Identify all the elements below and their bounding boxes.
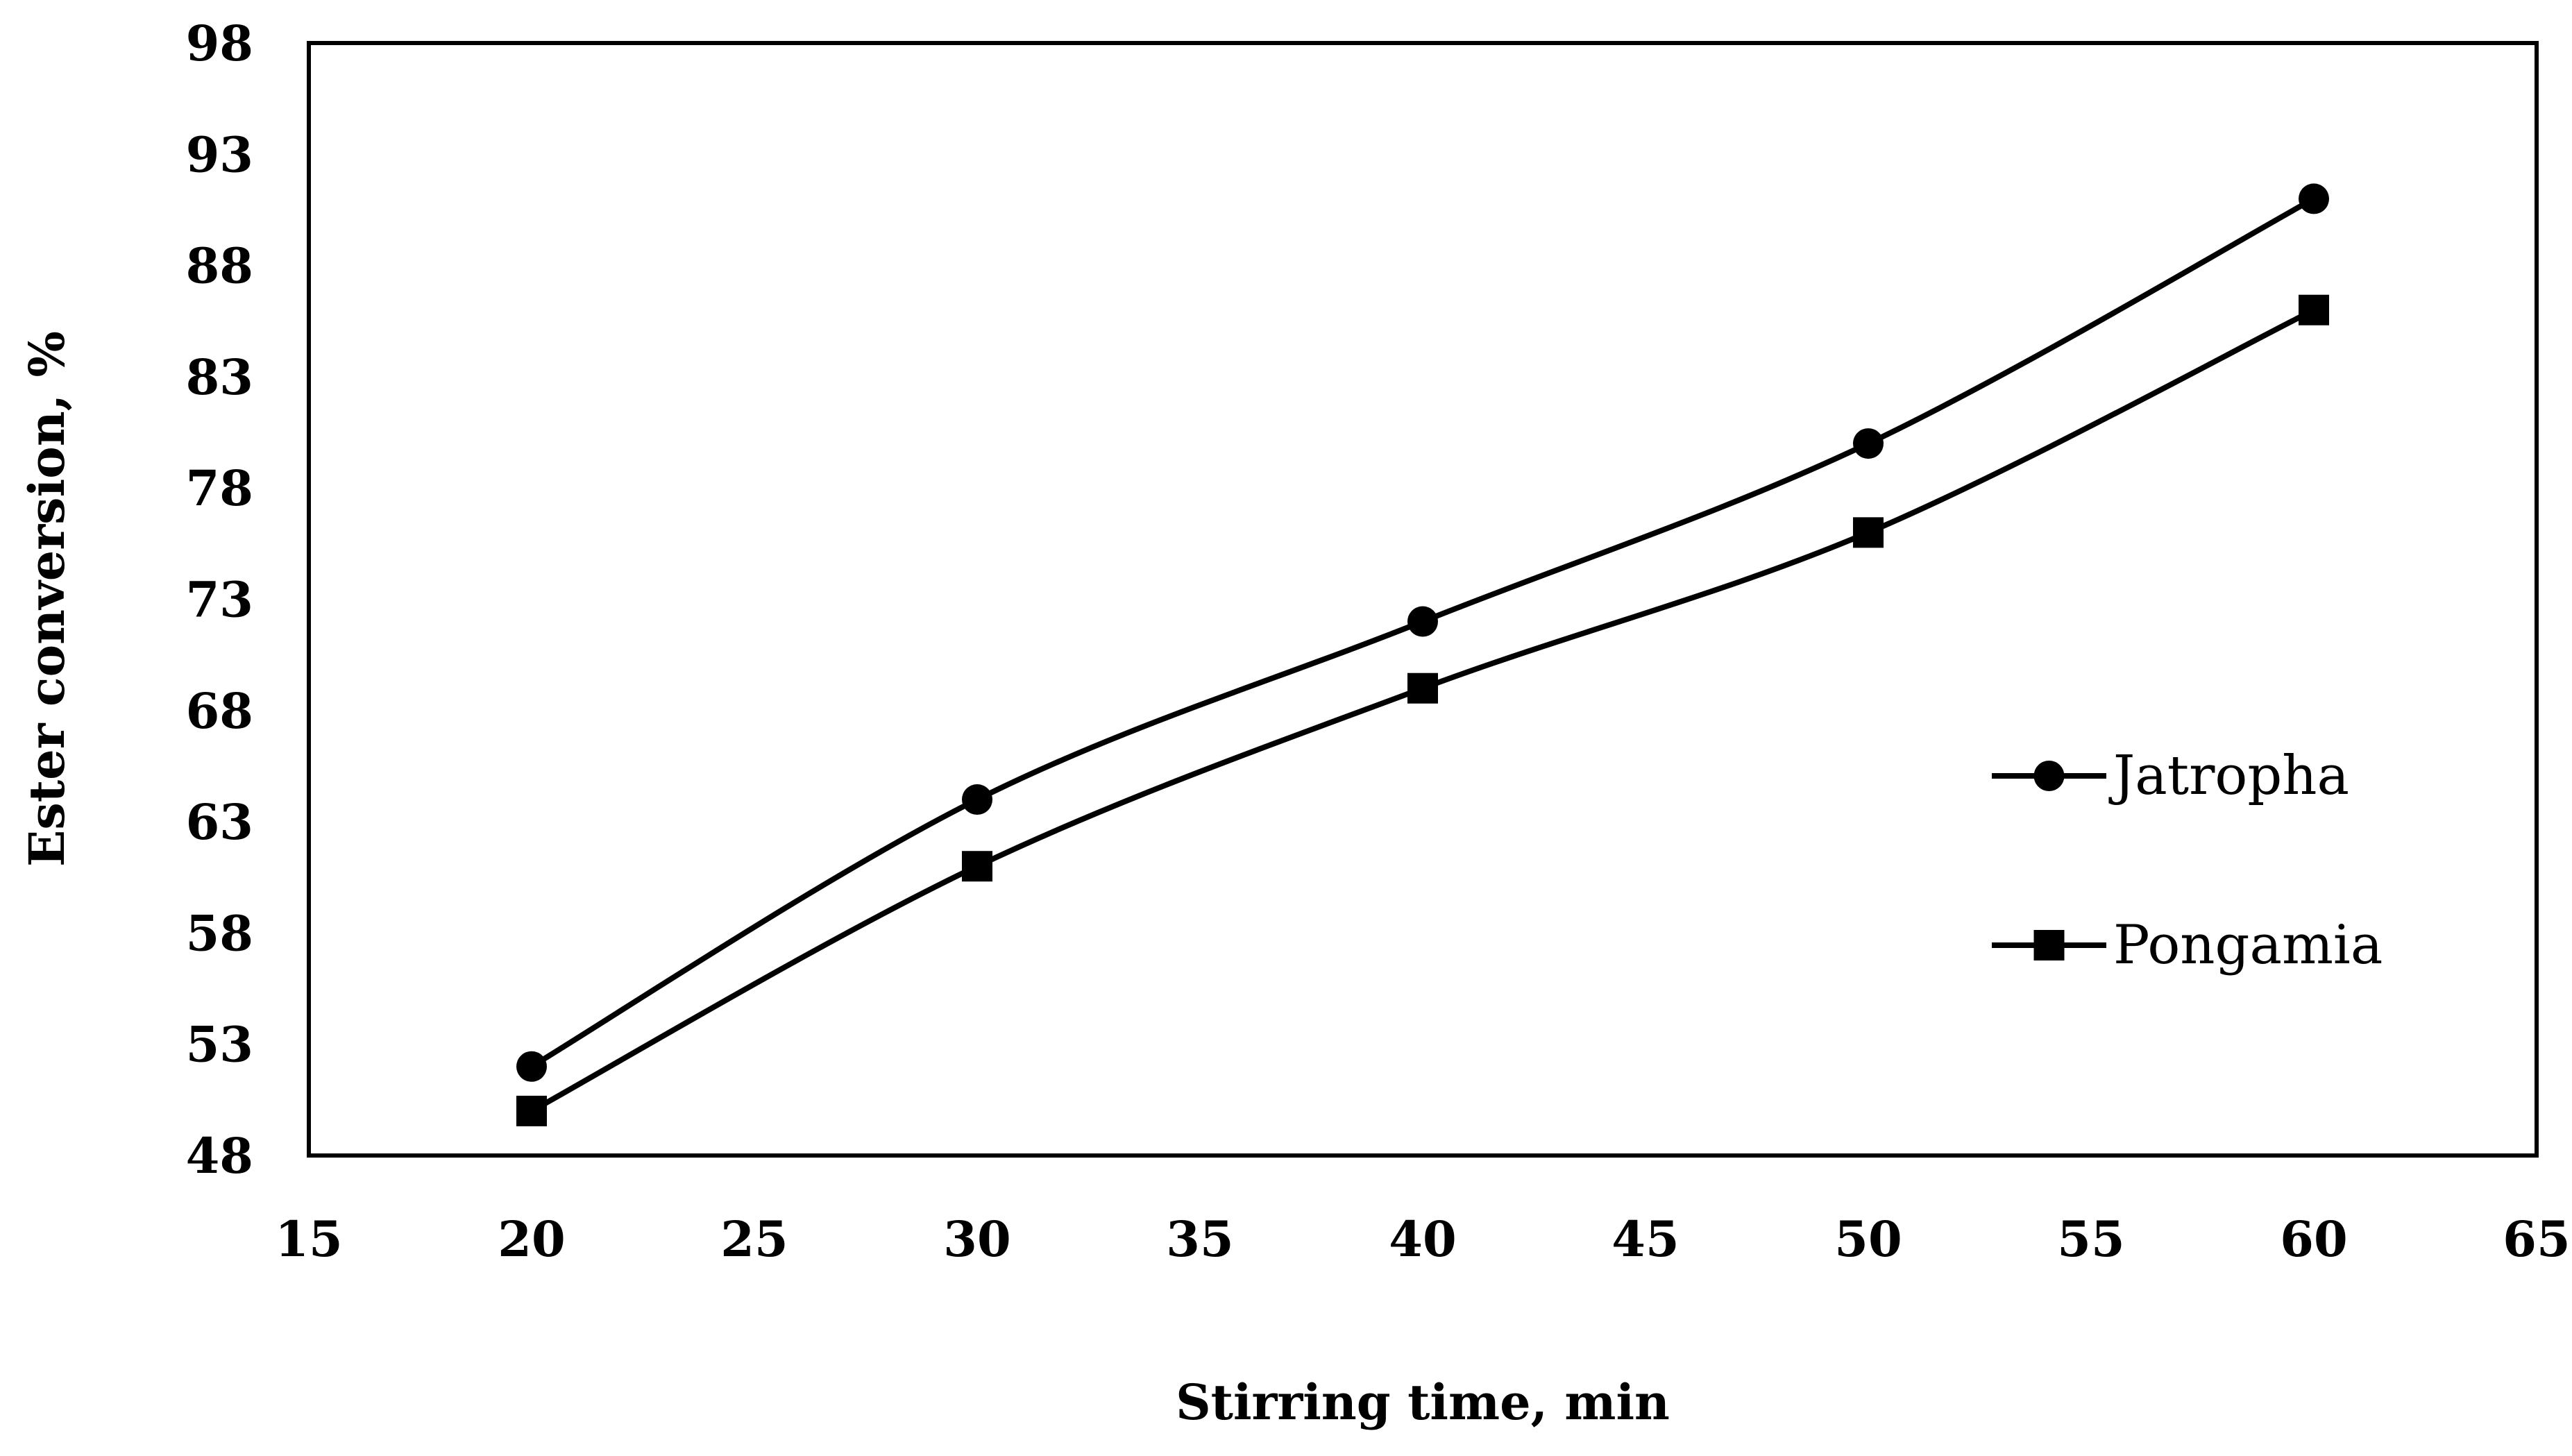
series-jatropha (516, 183, 2329, 1082)
x-tick-label-20: 20 (498, 1210, 565, 1268)
y-tick-label-93: 93 (186, 126, 253, 183)
x-tick-label-15: 15 (275, 1210, 342, 1268)
series-pongamia (516, 294, 2329, 1126)
x-axis-ticks: 15 20 25 30 35 40 45 50 55 60 65 (275, 1210, 2570, 1268)
legend-label-jatropha: Jatropha (2108, 745, 2349, 807)
x-tick-label-50: 50 (1834, 1210, 1902, 1268)
legend-item-jatropha: Jatropha (1992, 745, 2349, 807)
y-tick-label-78: 78 (186, 459, 253, 517)
series-layer (516, 183, 2329, 1126)
legend-item-pongamia: Pongamia (1992, 914, 2383, 976)
data-point-pongamia-50 (1853, 517, 1884, 548)
legend-marker-pongamia (2033, 930, 2065, 960)
data-point-pongamia-30 (962, 851, 992, 882)
data-point-jatropha-20 (516, 1051, 547, 1082)
legend-marker-jatropha (2033, 761, 2065, 791)
x-tick-label-45: 45 (1611, 1210, 1679, 1268)
x-tick-label-65: 65 (2503, 1210, 2570, 1268)
y-tick-label-63: 63 (186, 793, 253, 851)
y-tick-label-53: 53 (186, 1016, 253, 1074)
y-axis-title: Ester conversion, % (18, 331, 76, 867)
y-tick-label-98: 98 (186, 15, 253, 72)
data-point-pongamia-20 (516, 1095, 547, 1126)
x-axis-title: Stirring time, min (1176, 1373, 1670, 1431)
y-tick-label-68: 68 (186, 682, 253, 740)
plot-area-frame (307, 41, 2539, 1158)
data-point-jatropha-50 (1853, 428, 1884, 459)
y-tick-label-48: 48 (186, 1127, 253, 1185)
data-point-pongamia-60 (2299, 294, 2329, 325)
y-tick-label-73: 73 (186, 571, 253, 629)
x-tick-label-60: 60 (2280, 1210, 2347, 1268)
data-point-jatropha-40 (1407, 606, 1438, 637)
data-point-jatropha-60 (2299, 183, 2329, 214)
legend: Jatropha Pongamia (1992, 745, 2383, 976)
y-tick-label-88: 88 (186, 237, 253, 295)
y-tick-label-83: 83 (186, 348, 253, 406)
data-point-jatropha-30 (962, 784, 992, 815)
x-tick-label-35: 35 (1166, 1210, 1233, 1268)
x-tick-label-40: 40 (1389, 1210, 1456, 1268)
data-point-pongamia-40 (1407, 672, 1438, 704)
x-tick-label-25: 25 (720, 1210, 788, 1268)
y-axis-ticks: 48 53 58 63 68 73 78 83 88 93 98 (186, 15, 253, 1185)
y-tick-label-58: 58 (186, 904, 253, 962)
legend-label-pongamia: Pongamia (2113, 914, 2383, 976)
x-tick-label-55: 55 (2057, 1210, 2124, 1268)
x-tick-label-30: 30 (943, 1210, 1010, 1268)
